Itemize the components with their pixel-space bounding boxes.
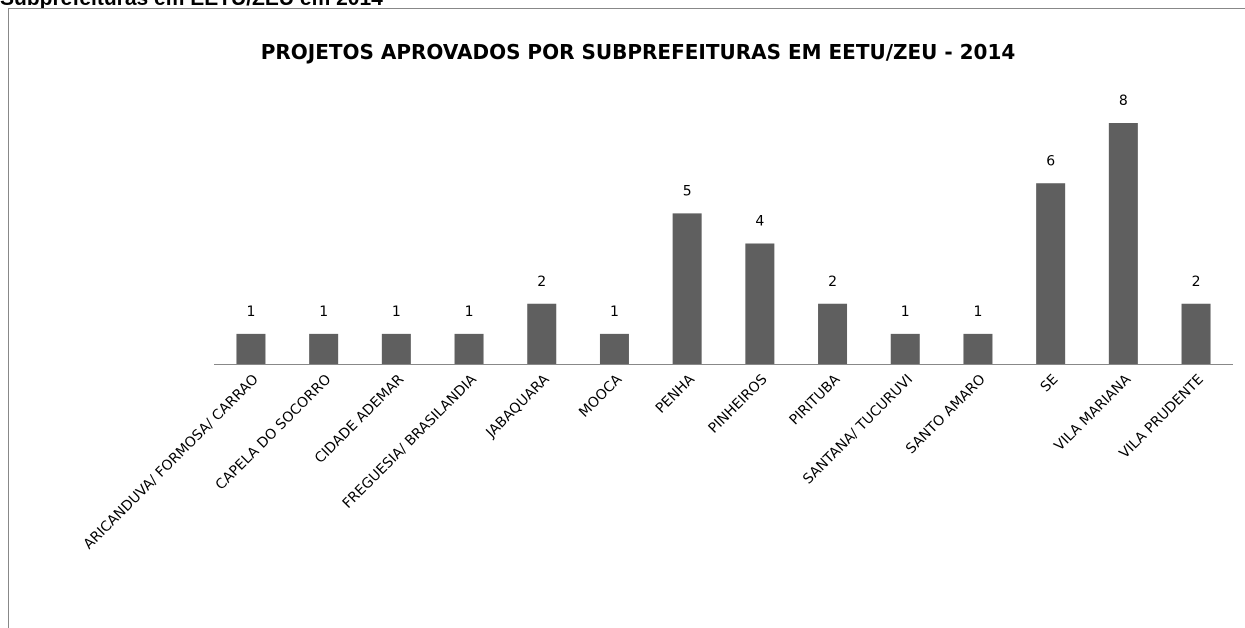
data-label: 1 <box>901 304 910 320</box>
data-label: 1 <box>610 304 619 320</box>
bar <box>454 333 484 364</box>
bar <box>309 333 339 364</box>
data-label: 2 <box>537 274 546 290</box>
data-label: 6 <box>1046 153 1055 169</box>
data-label: 5 <box>683 183 692 199</box>
bar <box>527 303 557 364</box>
bar <box>890 333 920 364</box>
page-header: Subprefeituras em EETU/ZEU em 2014 <box>0 0 383 10</box>
bar <box>381 333 411 364</box>
data-label: 1 <box>246 304 255 320</box>
bar <box>672 213 702 364</box>
chart-title: PROJETOS APROVADOS POR SUBPREFEITURAS EM… <box>261 40 1016 64</box>
data-label: 1 <box>319 304 328 320</box>
bar <box>745 243 775 364</box>
data-label: 1 <box>973 304 982 320</box>
bar <box>1036 183 1066 364</box>
bar <box>236 333 266 364</box>
data-label: 1 <box>465 304 474 320</box>
data-label: 4 <box>755 214 764 230</box>
data-label: 8 <box>1119 93 1128 109</box>
data-label: 1 <box>392 304 401 320</box>
data-label: 2 <box>828 274 837 290</box>
bar <box>818 303 848 364</box>
data-label: 2 <box>1192 274 1201 290</box>
bar <box>963 333 993 364</box>
bar <box>599 333 629 364</box>
bar <box>1108 123 1138 364</box>
bar <box>1181 303 1211 364</box>
